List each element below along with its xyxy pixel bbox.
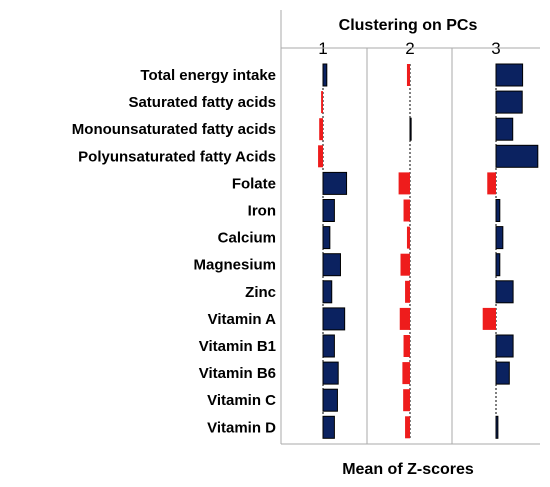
x-axis-label: Mean of Z-scores xyxy=(342,461,474,478)
bar xyxy=(495,280,514,304)
bar xyxy=(322,226,331,250)
bar xyxy=(322,334,335,358)
bar xyxy=(495,334,514,358)
bar xyxy=(495,253,501,277)
row-label: Vitamin B6 xyxy=(199,365,276,382)
bar xyxy=(482,307,496,330)
bar xyxy=(402,362,410,385)
bar xyxy=(487,172,496,195)
row-label: Iron xyxy=(248,203,276,220)
bar xyxy=(321,91,323,114)
chart-title: Clustering on PCs xyxy=(339,17,478,34)
bar xyxy=(322,171,348,195)
bar xyxy=(399,307,410,330)
bar xyxy=(405,416,410,439)
bar xyxy=(403,199,410,222)
bar xyxy=(398,172,410,195)
bar xyxy=(406,64,410,86)
bar xyxy=(495,199,501,222)
bar xyxy=(406,226,410,249)
bar xyxy=(322,199,335,222)
bar xyxy=(405,280,410,303)
bar xyxy=(495,63,524,87)
row-label: Saturated fatty acids xyxy=(128,94,276,111)
bar xyxy=(403,335,410,357)
bar xyxy=(322,253,341,277)
bar xyxy=(495,90,523,114)
bar xyxy=(495,415,499,439)
row-label: Calcium xyxy=(218,230,276,247)
row-labels: Total energy intake Saturated fatty acids… xyxy=(72,67,276,436)
plot-frame xyxy=(280,10,540,445)
bar xyxy=(322,63,328,87)
bar xyxy=(409,117,412,141)
row-label: Total energy intake xyxy=(140,67,276,84)
bar xyxy=(495,226,504,250)
row-label: Vitamin C xyxy=(207,392,276,409)
bar xyxy=(322,307,346,331)
bar xyxy=(322,388,338,412)
row-label: Magnesium xyxy=(193,257,276,274)
bar xyxy=(400,253,410,276)
row-label: Vitamin D xyxy=(207,419,276,436)
bar xyxy=(403,389,410,412)
bar xyxy=(495,144,539,168)
row-label: Zinc xyxy=(245,284,276,301)
bars xyxy=(318,63,539,439)
bar xyxy=(322,280,333,304)
bar xyxy=(322,415,335,439)
bar xyxy=(318,145,323,168)
row-label: Vitamin A xyxy=(208,311,277,328)
row-label: Vitamin B1 xyxy=(199,338,276,355)
bar xyxy=(495,361,510,385)
bar xyxy=(322,361,339,385)
row-label: Monounsaturated fatty acids xyxy=(72,121,276,138)
row-label: Folate xyxy=(232,175,276,192)
row-label: Polyunsaturated fatty Acids xyxy=(78,148,276,165)
bar xyxy=(495,117,514,141)
bar xyxy=(319,118,323,141)
